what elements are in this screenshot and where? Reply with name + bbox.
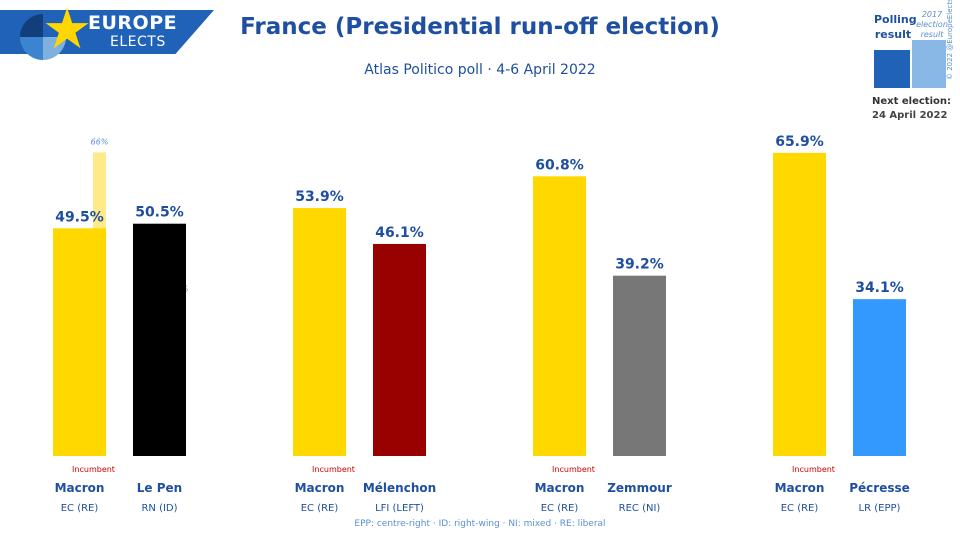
legend-previous-label: 2017 election result [916,10,948,39]
value-label-macron-2: 60.8% [535,157,584,173]
bar-macron-1 [293,208,346,456]
value-label-macron-0: 49.5% [55,209,104,225]
legend-previous-swatch [912,40,946,88]
bar-lepen-0 [133,223,186,456]
chart-title: France (Presidential run-off election) [240,14,720,40]
candidate-name-mlenchon-1: Mélenchon [363,481,436,495]
candidate-name-macron-0: Macron [55,481,105,495]
incumbent-label-1: Incumbent [312,465,355,474]
bar-macron-0 [53,228,106,456]
brand-line1: EUROPE [88,12,178,34]
brand-line2: ELECTS [110,34,166,50]
legend-polling-swatch [874,50,910,88]
candidate-name-zemmour-2: Zemmour [607,481,672,495]
candidate-party-macron-3: EC (RE) [781,503,819,514]
candidate-party-lepen-0: RN (ID) [141,503,177,514]
candidate-name-macron-3: Macron [775,481,825,495]
incumbent-label-3: Incumbent [792,465,835,474]
value-label-macron-3: 65.9% [775,134,824,150]
next-election-label: Next election: [872,96,951,107]
candidate-party-zemmour-2: REC (NI) [619,503,661,514]
bar-macron-2 [533,176,586,456]
candidate-name-pcresse-3: Pécresse [849,481,910,495]
bar-pcresse-3 [853,299,906,456]
value-label-macron-1: 53.9% [295,189,344,205]
value-label-zemmour-2: 39.2% [615,257,664,273]
incumbent-label-0: Incumbent [72,465,115,474]
logo-star-icon: ★ [42,0,93,62]
party-key-footer: EPP: centre-right · ID: right-wing · NI:… [354,519,606,529]
legend: Polling result 2017 election result Next… [872,10,952,121]
candidate-party-macron-0: EC (RE) [61,503,99,514]
candidate-name-macron-2: Macron [535,481,585,495]
prev-label-macron: 66% [91,137,109,146]
value-label-pcresse-3: 34.1% [855,280,904,296]
candidate-name-macron-1: Macron [295,481,345,495]
value-label-lepen-0: 50.5% [135,205,184,221]
next-election-date: 24 April 2022 [872,110,948,121]
candidate-party-mlenchon-1: LFI (LEFT) [375,503,424,514]
candidate-party-macron-2: EC (RE) [541,503,579,514]
bar-zemmour-2 [613,275,666,456]
incumbent-label-2: Incumbent [552,465,595,474]
bar-mlenchon-1 [373,243,426,456]
chart-subtitle: Atlas Politico poll · 4-6 April 2022 [364,62,596,78]
candidate-name-lepen-0: Le Pen [137,481,182,495]
candidate-party-macron-1: EC (RE) [301,503,339,514]
logo-globe-icon [20,14,66,60]
value-label-mlenchon-1: 46.1% [375,225,424,241]
legend-polling-label: Polling result [874,13,917,41]
bar-macron-3 [773,152,826,457]
candidate-party-pcresse-3: LR (EPP) [859,503,901,514]
